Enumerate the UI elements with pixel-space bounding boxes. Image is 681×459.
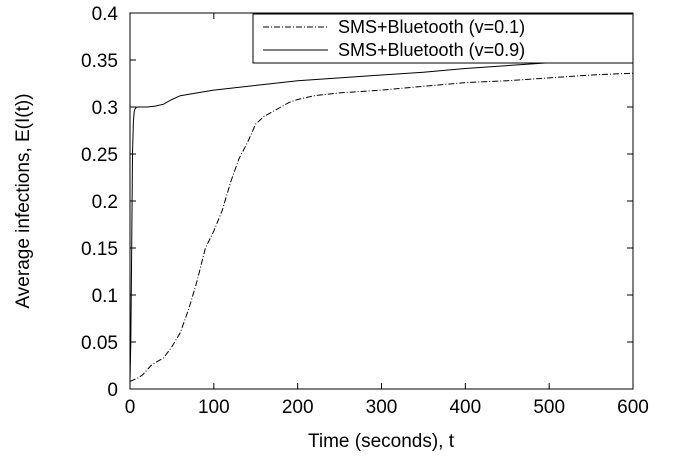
x-axis-ticks: 0 100 200 300 400 500 600 [125,13,649,418]
y-axis-label: Average infections, E(I(t)) [13,93,34,308]
legend-box [252,13,634,64]
x-tick-label: 200 [282,397,314,418]
x-tick-label: 600 [617,397,649,418]
y-tick-label: 0.1 [92,286,118,307]
y-tick-label: 0.15 [81,239,118,260]
y-tick-label: 0.05 [81,333,118,354]
series-lines [129,57,634,382]
x-tick-label: 400 [449,397,481,418]
y-axis-ticks: 0 0.05 0.1 0.15 0.2 0.25 0.3 0.35 0.4 [81,4,633,401]
x-tick-label: 300 [366,397,398,418]
legend: SMS+Bluetooth (v=0.1) SMS+Bluetooth (v=0… [252,13,634,64]
y-tick-label: 0.3 [92,98,118,119]
y-tick-label: 0 [107,380,118,401]
x-tick-label: 500 [533,397,565,418]
y-tick-label: 0.35 [81,51,118,72]
x-axis-label: Time (seconds), t [308,431,455,452]
legend-label-v09: SMS+Bluetooth (v=0.9) [338,40,525,60]
y-tick-label: 0.2 [92,192,118,213]
series-line-v01 [129,72,634,382]
series-line-v09 [129,57,634,382]
y-tick-label: 0.4 [92,4,119,25]
plot-area-frame [129,12,634,390]
y-tick-label: 0.25 [81,145,118,166]
legend-label-v01: SMS+Bluetooth (v=0.1) [338,17,525,37]
x-tick-label: 100 [198,397,230,418]
x-tick-label: 0 [125,397,136,418]
